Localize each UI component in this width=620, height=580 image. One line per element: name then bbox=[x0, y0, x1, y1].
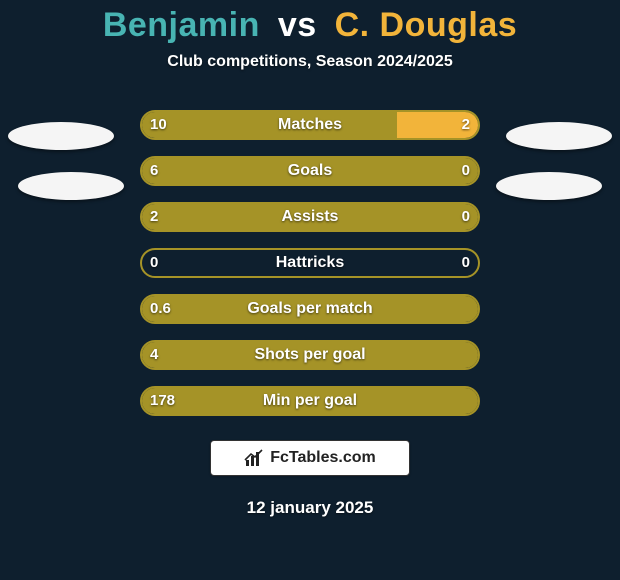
stat-bar-track bbox=[140, 202, 480, 232]
decorative-ellipse bbox=[8, 122, 114, 150]
subtitle: Club competitions, Season 2024/2025 bbox=[0, 53, 620, 71]
stat-bar-track bbox=[140, 386, 480, 416]
stat-bar-left-fill bbox=[142, 204, 478, 230]
source-badge-text: FcTables.com bbox=[270, 449, 376, 467]
player2-name: C. Douglas bbox=[335, 6, 518, 44]
decorative-ellipse bbox=[18, 172, 124, 200]
stat-row: Hattricks00 bbox=[0, 248, 620, 294]
stat-bar-track bbox=[140, 340, 480, 370]
stat-bar-track bbox=[140, 110, 480, 140]
stat-bar-track bbox=[140, 248, 480, 278]
stat-row: Goals per match0.6 bbox=[0, 294, 620, 340]
player1-name: Benjamin bbox=[103, 6, 260, 44]
comparison-infographic: Benjamin vs C. Douglas Club competitions… bbox=[0, 0, 620, 580]
date-text: 12 january 2025 bbox=[0, 498, 620, 518]
title: Benjamin vs C. Douglas bbox=[0, 0, 620, 45]
stat-bar-right-fill bbox=[397, 112, 478, 138]
stat-bar-track bbox=[140, 294, 480, 324]
decorative-ellipse bbox=[506, 122, 612, 150]
chart-icon bbox=[244, 448, 264, 468]
stat-bar-left-fill bbox=[142, 112, 397, 138]
stat-row: Min per goal178 bbox=[0, 386, 620, 432]
vs-text: vs bbox=[278, 6, 317, 44]
stat-bar-left-fill bbox=[142, 388, 478, 414]
stat-bar-left-fill bbox=[142, 296, 478, 322]
stat-bar-track bbox=[140, 156, 480, 186]
stat-bar-left-fill bbox=[142, 342, 478, 368]
stat-row: Shots per goal4 bbox=[0, 340, 620, 386]
decorative-ellipse bbox=[496, 172, 602, 200]
source-badge[interactable]: FcTables.com bbox=[210, 440, 410, 476]
stat-row: Assists20 bbox=[0, 202, 620, 248]
stats-chart: Matches102Goals60Assists20Hattricks00Goa… bbox=[0, 110, 620, 432]
stat-bar-left-fill bbox=[142, 158, 478, 184]
